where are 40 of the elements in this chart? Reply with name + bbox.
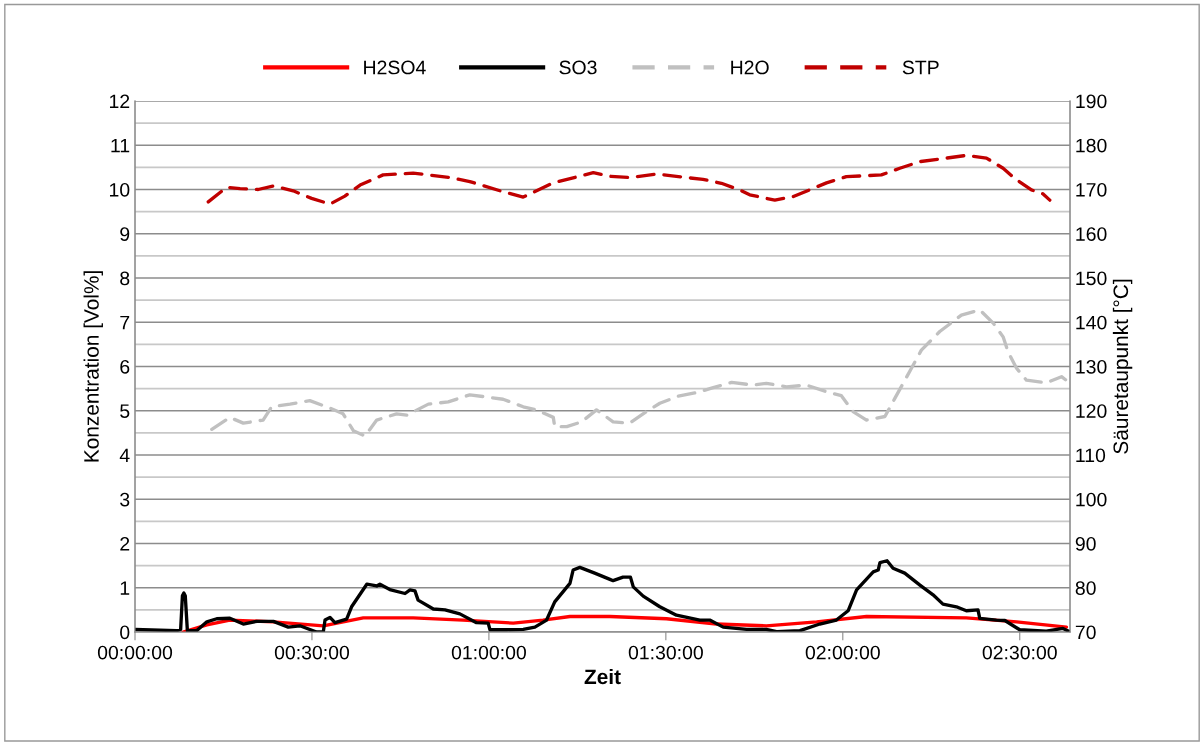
y2-tick-label: 80 — [1075, 581, 1096, 595]
x-tick-label: 01:30:00 — [628, 645, 703, 660]
x-tick-label: 02:30:00 — [982, 645, 1057, 660]
x-tick-label: 02:00:00 — [805, 645, 880, 660]
y-tick-label: 9 — [120, 227, 130, 241]
y-tick-label: 1 — [120, 581, 130, 595]
y2-tick-label: 100 — [1076, 492, 1107, 507]
y-tick-label: 11 — [111, 138, 130, 153]
y2-tick-label: 70 — [1075, 625, 1096, 640]
legend-label: H2O — [731, 60, 769, 75]
y-tick-label: 3 — [120, 492, 130, 507]
y2-tick-label: 190 — [1076, 94, 1107, 109]
x-axis-title: Zeit — [584, 668, 621, 685]
y2-tick-label: 160 — [1076, 227, 1107, 241]
y2-tick-label: 130 — [1076, 359, 1107, 374]
x-tick-label: 00:30:00 — [274, 645, 350, 660]
x-tick-label: 00:00:00 — [97, 645, 173, 660]
y2-tick-label: 180 — [1076, 138, 1107, 153]
y-tick-label: 5 — [120, 404, 130, 418]
y-tick-label: 8 — [120, 271, 130, 286]
y-tick-label: 0 — [120, 625, 130, 640]
y-tick-label: 10 — [110, 182, 130, 197]
legend-label: H2SO4 — [364, 60, 426, 75]
y2-tick-label: 170 — [1076, 182, 1107, 197]
y2-tick-label: 110 — [1076, 448, 1106, 463]
y-axis-title: Konzentration [Vol%] — [83, 271, 103, 462]
legend-label: SO3 — [559, 60, 597, 75]
legend-label: STP — [902, 60, 939, 75]
y-tick-label: 4 — [119, 448, 130, 463]
x-tick-label: 01:00:00 — [451, 645, 526, 660]
y2-tick-label: 150 — [1076, 271, 1107, 286]
y-tick-label: 7 — [120, 315, 130, 330]
y-tick-label: 12 — [110, 94, 130, 109]
y-tick-label: 6 — [120, 359, 130, 374]
y2-tick-label: 140 — [1076, 315, 1107, 330]
y-tick-label: 2 — [120, 536, 130, 551]
y2-tick-label: 120 — [1076, 404, 1107, 418]
line-series — [206, 153, 1052, 206]
y2-axis-title: Säuretaupunkt [°C] — [1112, 279, 1133, 454]
y2-tick-label: 90 — [1075, 536, 1096, 551]
